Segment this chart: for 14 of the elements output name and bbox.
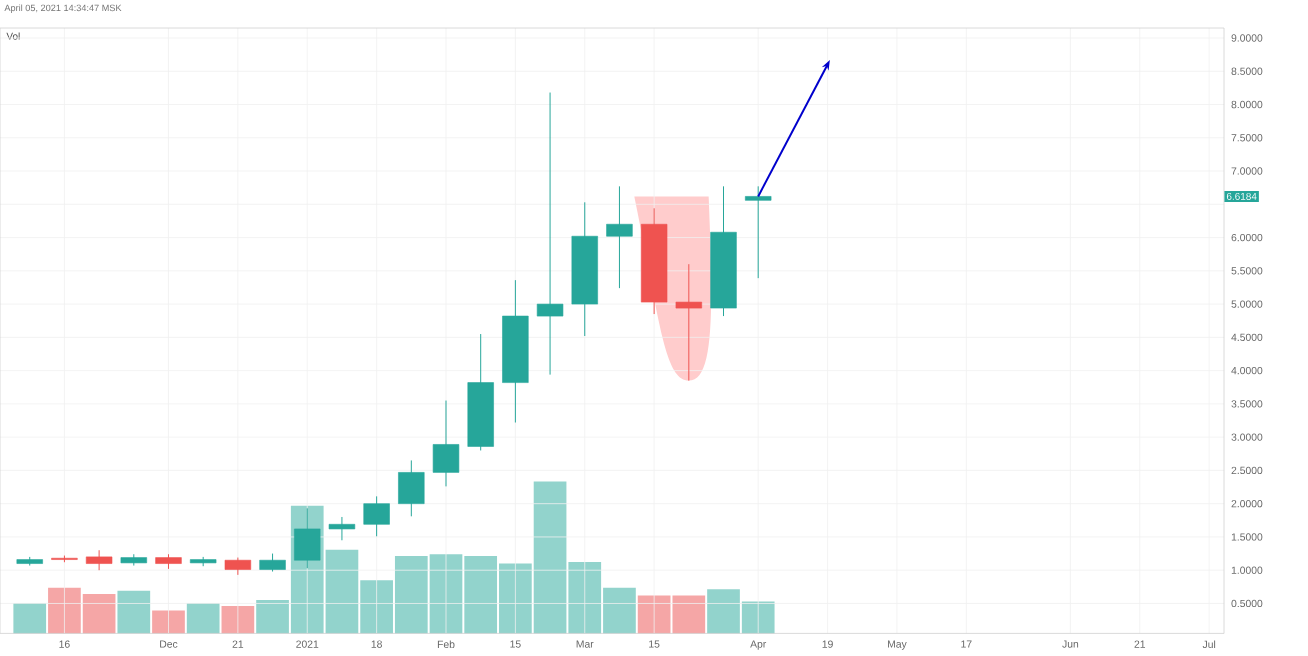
candlestick: [745, 185, 772, 279]
bar: [117, 590, 151, 634]
bar: [221, 606, 255, 634]
candlestick: [536, 92, 564, 376]
candlestick: [85, 549, 113, 571]
bar: [186, 603, 220, 634]
candlestick: [675, 263, 702, 382]
bar: [152, 610, 185, 634]
bar: [13, 603, 47, 634]
candlestick: [606, 185, 633, 289]
candlestick: [363, 495, 390, 537]
candlestick: [432, 400, 460, 487]
candlestick: [328, 516, 356, 541]
candlestick: [398, 459, 425, 517]
